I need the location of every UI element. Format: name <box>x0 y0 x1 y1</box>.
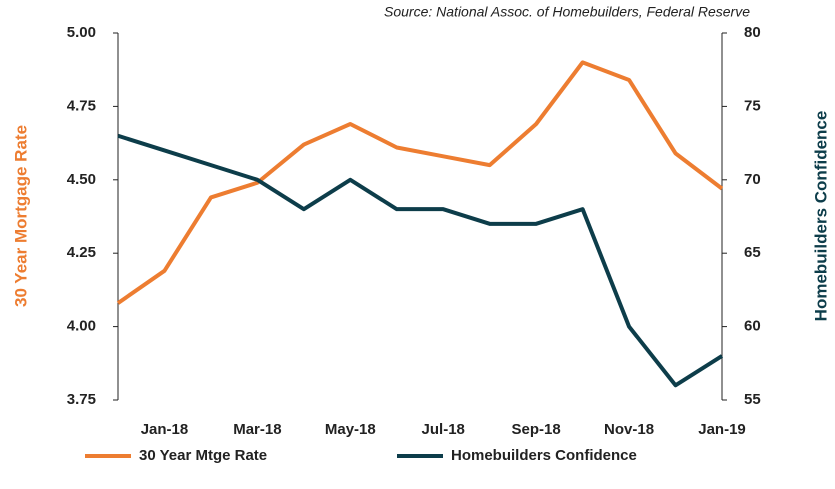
y2-tick-label: 75 <box>744 97 761 114</box>
y-tick-label: 4.00 <box>67 318 96 335</box>
y-tick-label: 4.50 <box>67 171 96 188</box>
y2-tick-label: 60 <box>744 318 761 335</box>
x-tick-label: Mar-18 <box>233 421 281 438</box>
source: Source: National Assoc. of Homebuilders,… <box>384 4 750 20</box>
y-tick-label: 3.75 <box>67 391 96 408</box>
legend-label: 30 Year Mtge Rate <box>139 447 267 464</box>
y-tick-label: 5.00 <box>67 24 96 41</box>
line-series <box>117 133 724 388</box>
y2-tick-label: 65 <box>744 244 761 261</box>
x-tick-label: Sep-18 <box>512 421 561 438</box>
x-tick-label: May-18 <box>325 421 376 438</box>
x-tick-label: Jan-19 <box>698 421 746 438</box>
y-tick-label: 4.75 <box>67 97 96 114</box>
y-tick-label: 4.25 <box>67 244 96 261</box>
y-axis-title: 30 Year Mortgage Rate <box>11 125 30 307</box>
y2-tick-label: 70 <box>744 171 761 188</box>
x-tick-label: Nov-18 <box>604 421 654 438</box>
x-tick-label: Jul-18 <box>422 421 465 438</box>
x-tick-label: Jan-18 <box>141 421 189 438</box>
legend-label: Homebuilders Confidence <box>451 447 637 464</box>
y2-tick-label: 55 <box>744 391 761 408</box>
line-series <box>116 60 724 305</box>
y2-axis-title: Homebuilders Confidence <box>811 111 830 322</box>
y2-tick-label: 80 <box>744 24 761 41</box>
